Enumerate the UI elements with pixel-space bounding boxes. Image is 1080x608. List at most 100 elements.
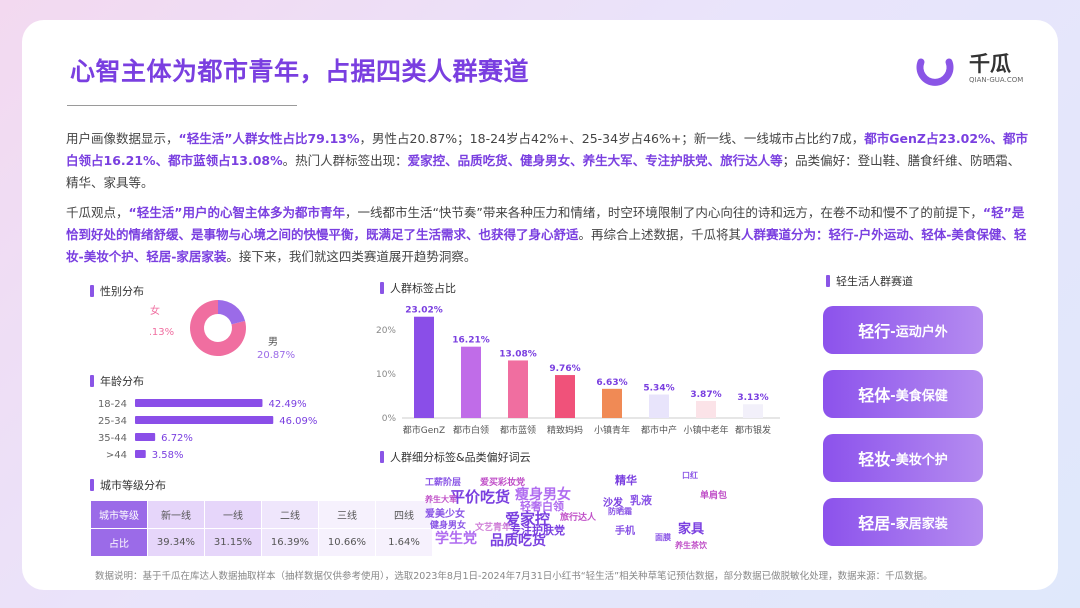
table-cell: 10.66% bbox=[318, 528, 376, 557]
x-tick-label: 都市蓝领 bbox=[500, 424, 536, 436]
bar bbox=[743, 404, 763, 418]
gender-title-text: 性别分布 bbox=[100, 285, 144, 298]
bar-value-label: 23.02% bbox=[405, 306, 443, 316]
track-main: 轻体 bbox=[858, 386, 891, 405]
paragraph-text: ；品类偏好：登山鞋、膳食纤维、防晒霜、精华、家具等。 bbox=[66, 153, 1021, 190]
gender-section-title: 性别分布 bbox=[90, 283, 144, 299]
track-sub: -美妆个护 bbox=[890, 452, 948, 468]
paragraph-user-profile: 用户画像数据显示，“轻生活”人群女性占比79.13%，男性占20.87%；18-… bbox=[66, 128, 1030, 194]
x-tick-label: 小镇青年 bbox=[594, 424, 630, 436]
x-tick-label: 精致妈妈 bbox=[547, 424, 583, 436]
paragraph-text: 用户画像数据显示， bbox=[66, 131, 179, 146]
section-marker bbox=[90, 285, 94, 297]
age-label: >44 bbox=[106, 450, 127, 461]
word-cloud: 工薪阶层 爱买彩妆党 平价吃货 瘦身男女 养生大军 轻奢白领 爱美少女 爱家控 旅行达人 健身男女… bbox=[420, 470, 800, 560]
highlight-text: “轻生活”用户的心智主体多为都市青年 bbox=[128, 205, 345, 220]
slide-card bbox=[22, 20, 1058, 590]
word-cloud-term: 旅行达人 bbox=[560, 513, 597, 523]
highlight-text: “轻生活”人群女性占比79.13% bbox=[178, 131, 360, 146]
section-marker bbox=[826, 275, 830, 287]
word-cloud-term: 家具 bbox=[678, 522, 705, 537]
age-value: 6.72% bbox=[161, 433, 193, 444]
table-row: 占比 39.34% 31.15% 16.39% 10.66% 1.64% bbox=[90, 528, 433, 557]
city-title-text: 城市等级分布 bbox=[100, 479, 166, 492]
age-label: 18-24 bbox=[98, 399, 127, 410]
male-label: 男 bbox=[268, 336, 278, 348]
x-tick-label: 小镇中老年 bbox=[683, 424, 728, 436]
age-value: 46.09% bbox=[279, 416, 317, 427]
word-cloud-term: 爱买彩妆党 bbox=[480, 478, 526, 488]
logo-ring-icon bbox=[916, 58, 954, 86]
logo-url: QIAN-GUA.COM bbox=[969, 76, 1024, 84]
table-cell: 31.15% bbox=[204, 528, 262, 557]
page-title: 心智主体为都市青年，占据四类人群赛道 bbox=[70, 57, 530, 86]
female-value: 79.13% bbox=[150, 327, 174, 338]
age-section-title: 年龄分布 bbox=[90, 373, 144, 389]
table-row: 城市等级 新一线 一线 二线 三线 四线 bbox=[90, 500, 433, 529]
x-tick-label: 都市银发 bbox=[735, 424, 771, 436]
bar bbox=[555, 375, 575, 418]
word-cloud-term: 学生党 bbox=[435, 531, 477, 547]
x-tick-label: 都市GenZ bbox=[403, 424, 445, 436]
crowd-tag-title-text: 人群标签占比 bbox=[390, 282, 456, 295]
table-cell: 1.64% bbox=[375, 528, 433, 557]
word-cloud-term: 平价吃货 bbox=[450, 488, 511, 506]
age-title-text: 年龄分布 bbox=[100, 375, 144, 388]
age-label: 25-34 bbox=[98, 416, 127, 427]
bar-value-label: 5.34% bbox=[643, 384, 674, 394]
male-slice bbox=[218, 300, 246, 325]
highlight-text: 人群赛道分为：轻行-户外运动、轻体-美食保健、轻妆-美妆个护、轻居-家居家装 bbox=[66, 227, 1027, 264]
word-cloud-term: 手机 bbox=[615, 526, 635, 537]
city-section-title: 城市等级分布 bbox=[90, 477, 166, 493]
table-cell: 16.39% bbox=[261, 528, 319, 557]
word-cloud-term: 爱家控 bbox=[505, 510, 551, 528]
wordcloud-section-title: 人群细分标签&品类偏好词云 bbox=[380, 449, 531, 465]
age-bar bbox=[135, 433, 156, 441]
paragraph-viewpoint: 千瓜观点，“轻生活”用户的心智主体多为都市青年，一线都市生活“快节奏”带来各种压… bbox=[66, 202, 1030, 268]
age-value: 42.49% bbox=[268, 399, 306, 410]
data-footnote: 数据说明：基于千瓜在库达人数据抽取样本（抽样数据仅供参考使用），选取2023年8… bbox=[95, 571, 933, 582]
tracks-section-title: 轻生活人群赛道 bbox=[826, 273, 913, 289]
female-slice bbox=[190, 300, 246, 356]
gender-donut-chart: 女 79.13% 男 20.87% bbox=[150, 300, 295, 361]
track-pill-home: 轻居 -家居家装 bbox=[823, 498, 983, 546]
table-cell: 三线 bbox=[318, 500, 376, 529]
word-cloud-term: 工薪阶层 bbox=[425, 478, 462, 488]
bar-value-label: 6.63% bbox=[596, 378, 627, 388]
bar bbox=[508, 360, 528, 418]
logo-name: 千瓜 bbox=[969, 52, 1011, 76]
table-cell: 一线 bbox=[204, 500, 262, 529]
highlight-text: 爱家控、品质吃货、健身男女、养生大军、专注护肤党、旅行达人等 bbox=[407, 153, 783, 168]
highlight-text: “轻”是恰到好处的情绪舒缓、是事物与心境之间的快慢平衡，既满足了生活需求、也获得… bbox=[66, 205, 1025, 242]
table-cell: 新一线 bbox=[147, 500, 205, 529]
bar bbox=[602, 388, 622, 418]
bar bbox=[461, 346, 481, 418]
section-marker bbox=[90, 375, 94, 387]
word-cloud-term: 精华 bbox=[615, 474, 637, 487]
track-pill-beauty: 轻妆 -美妆个护 bbox=[823, 434, 983, 482]
y-tick-label: 0% bbox=[382, 414, 397, 424]
track-main: 轻行 bbox=[858, 322, 891, 341]
word-cloud-term: 专注护肤党 bbox=[510, 524, 565, 537]
age-bar-chart: 18-24 42.49% 25-34 46.09% 35-44 6.72% >44 3.58% bbox=[98, 399, 317, 461]
age-bar bbox=[135, 416, 274, 424]
y-tick-label: 10% bbox=[376, 370, 396, 380]
highlight-text: 都市GenZ占23.02%、都市白领占16.21%、都市蓝领占13.08% bbox=[66, 131, 1029, 168]
word-cloud-term: 沙发 bbox=[603, 498, 623, 509]
bar-value-label: 3.87% bbox=[690, 390, 721, 400]
table-cell: 占比 bbox=[90, 528, 148, 557]
wordcloud-title-text: 人群细分标签&品类偏好词云 bbox=[390, 451, 531, 464]
city-level-table: 城市等级 新一线 一线 二线 三线 四线 占比 39.34% 31.15% 16… bbox=[90, 500, 433, 557]
age-value: 3.58% bbox=[152, 450, 184, 461]
word-cloud-term: 口红 bbox=[682, 471, 698, 480]
section-marker bbox=[90, 479, 94, 491]
age-bar bbox=[135, 399, 263, 407]
bar-value-label: 13.08% bbox=[499, 349, 537, 359]
word-cloud-term: 瘦身男女 bbox=[515, 487, 571, 503]
paragraph-text: 。再综合上述数据，千瓜将其 bbox=[578, 227, 742, 242]
bar bbox=[649, 394, 669, 418]
word-cloud-term: 养生茶饮 bbox=[675, 541, 707, 550]
track-main: 轻妆 bbox=[858, 450, 891, 469]
y-tick-label: 20% bbox=[376, 326, 396, 336]
track-pill-food: 轻体 -美食保健 bbox=[823, 370, 983, 418]
